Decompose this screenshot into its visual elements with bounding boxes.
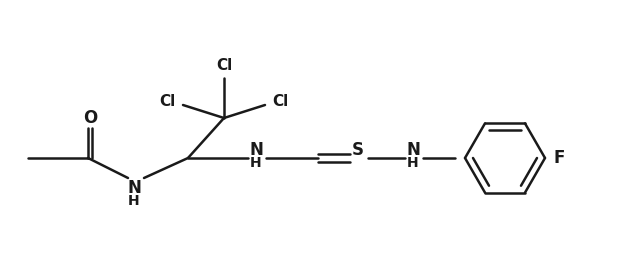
Text: N: N	[406, 141, 420, 159]
Text: Cl: Cl	[272, 93, 288, 109]
Text: S: S	[352, 141, 364, 159]
Text: Cl: Cl	[216, 59, 232, 73]
Text: H: H	[407, 156, 419, 170]
Text: F: F	[554, 149, 564, 167]
Text: N: N	[249, 141, 263, 159]
Text: O: O	[83, 109, 97, 127]
Text: Cl: Cl	[159, 93, 175, 109]
Text: H: H	[128, 194, 140, 208]
Text: H: H	[250, 156, 262, 170]
Text: N: N	[127, 179, 141, 197]
